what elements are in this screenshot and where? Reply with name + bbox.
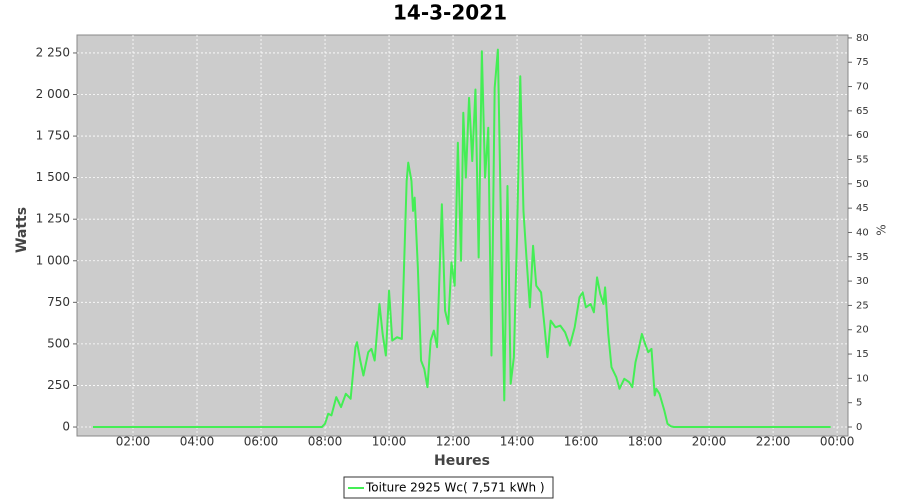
legend xyxy=(343,476,554,499)
y2-tick-label: 30 xyxy=(856,276,869,287)
y2-tick-label: 5 xyxy=(856,398,862,409)
y2-tick-label: 75 xyxy=(856,57,869,68)
chart-title: 14-3-2021 xyxy=(393,1,507,25)
y2-tick-label: 80 xyxy=(856,33,869,44)
x-tick-label: 02:00 xyxy=(116,435,151,449)
x-tick-label: 08:00 xyxy=(308,435,343,449)
y-tick-label: 500 xyxy=(47,336,70,350)
y2-tick-label: 0 xyxy=(856,422,862,433)
y2-tick-label: 40 xyxy=(856,227,869,238)
x-tick-label: 14:00 xyxy=(500,435,535,449)
x-tick-label: 06:00 xyxy=(244,435,279,449)
y-tick-label: 1 750 xyxy=(36,129,70,143)
x-tick-label: 16:00 xyxy=(564,435,599,449)
y2-tick-label: 60 xyxy=(856,130,869,141)
y-tick-label: 1 500 xyxy=(36,170,70,184)
y2-tick-label: 15 xyxy=(856,349,869,360)
plot-area xyxy=(76,34,849,437)
y-tick-label: 0 xyxy=(62,420,70,434)
y-tick-label: 1 250 xyxy=(36,212,70,226)
x-tick-label: 00:00 xyxy=(820,435,855,449)
y2-tick-label: 45 xyxy=(856,203,869,214)
y2-axis-label: % xyxy=(875,224,889,235)
x-tick-label: 12:00 xyxy=(436,435,471,449)
y-tick-label: 750 xyxy=(47,295,70,309)
line-series xyxy=(93,48,831,429)
x-tick-label: 18:00 xyxy=(628,435,663,449)
y2-tick-label: 70 xyxy=(856,82,869,93)
legend-label: Toiture 2925 Wc( 7,571 kWh ) xyxy=(365,481,545,495)
y2-tick-label: 20 xyxy=(856,325,869,336)
y-tick-label: 250 xyxy=(47,378,70,392)
y2-tick-label: 25 xyxy=(856,300,869,311)
x-tick-label: 20:00 xyxy=(692,435,727,449)
y2-tick-label: 50 xyxy=(856,179,869,190)
y2-tick-label: 10 xyxy=(856,373,869,384)
x-tick-label: 10:00 xyxy=(372,435,407,449)
x-tick-label: 22:00 xyxy=(756,435,791,449)
y2-tick-label: 65 xyxy=(856,106,869,117)
x-axis-label: Heures xyxy=(434,453,490,469)
y2-tick-label: 35 xyxy=(856,252,869,263)
x-tick-label: 04:00 xyxy=(180,435,215,449)
y-axis-label: Watts xyxy=(14,207,30,253)
y-tick-label: 2 250 xyxy=(36,45,70,59)
y-tick-label: 2 000 xyxy=(36,87,70,101)
y2-tick-label: 55 xyxy=(856,155,869,166)
y-tick-label: 1 000 xyxy=(36,253,70,267)
